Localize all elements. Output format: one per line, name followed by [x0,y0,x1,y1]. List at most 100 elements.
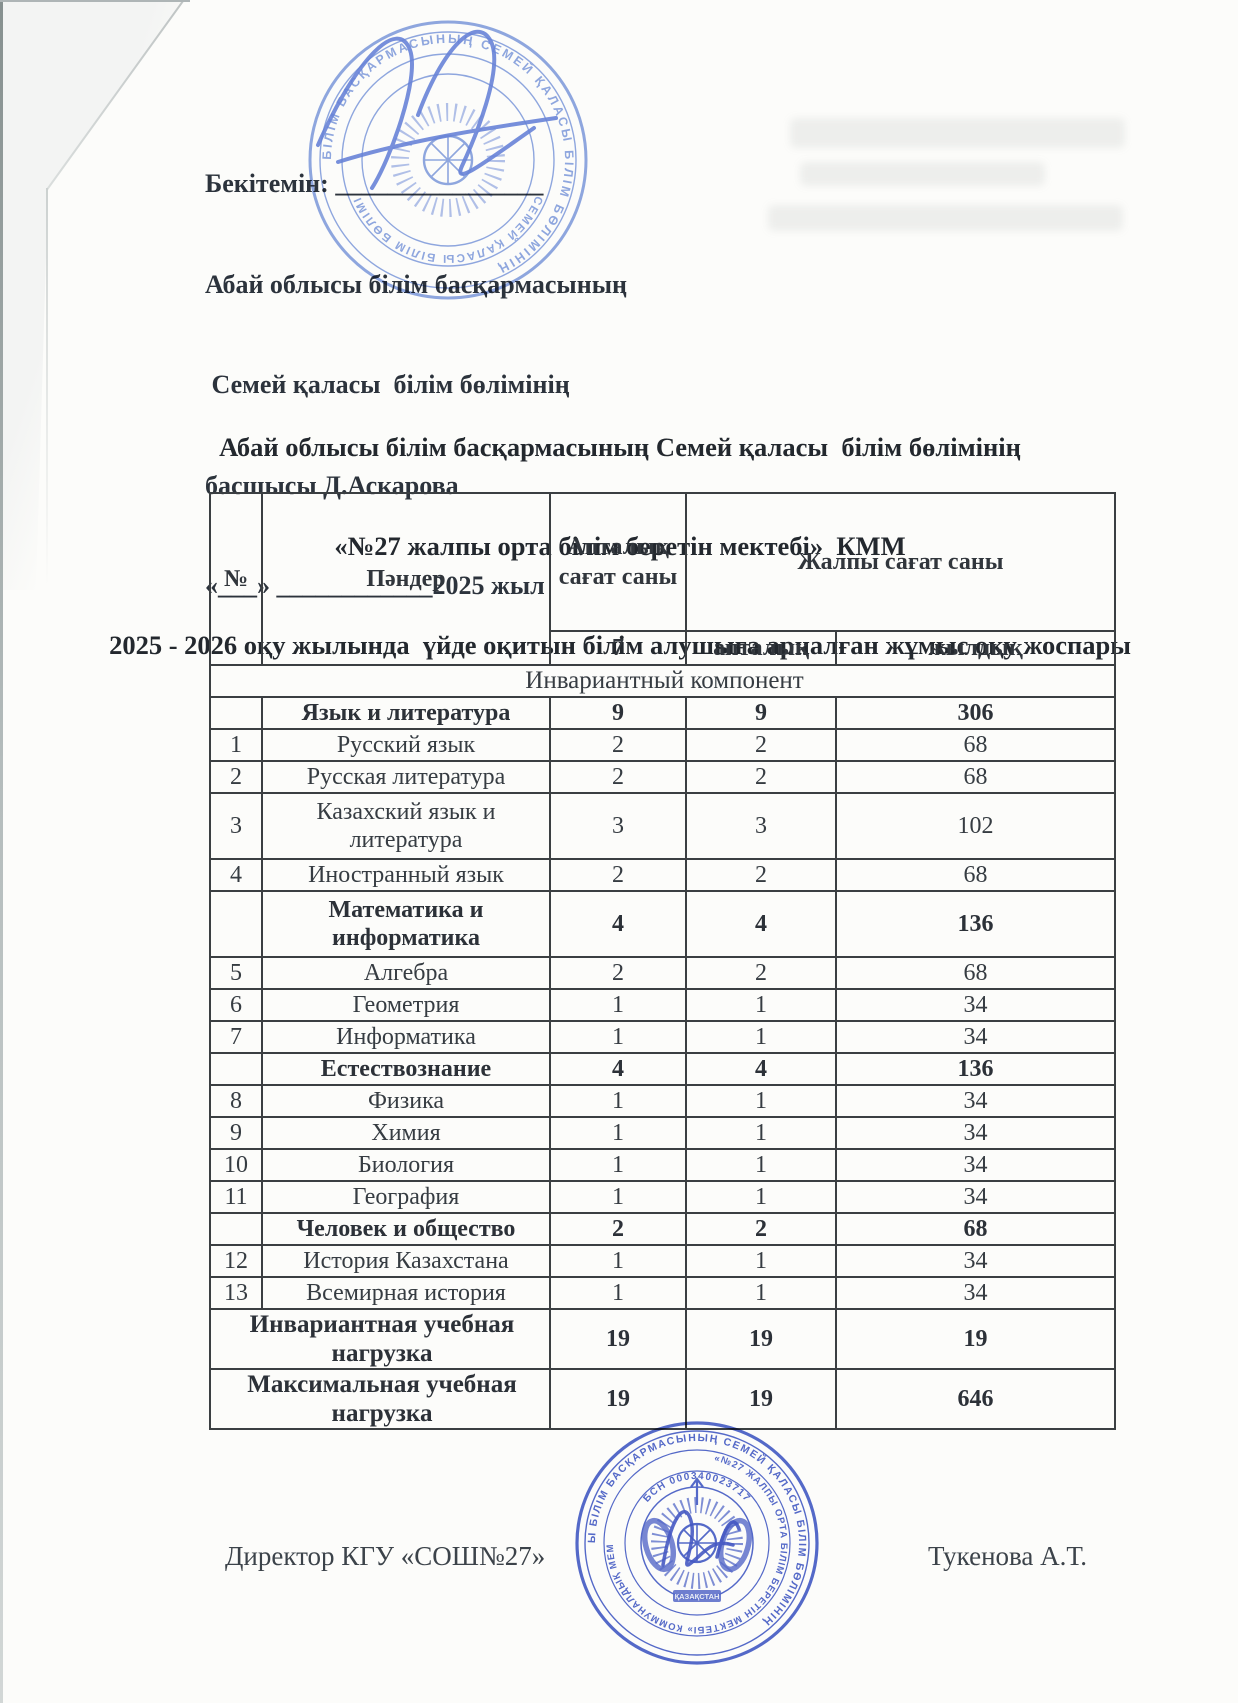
cell-subject: Русская литература [261,760,551,794]
total-label: Максимальная учебная нагрузка [209,1368,551,1430]
cell-hours-weekly: 2 [685,760,837,794]
approval-line: Семей қаласы білім бөлімінің [205,370,570,399]
cell-subject: География [261,1180,551,1214]
cell-hours-yearly: 34 [835,988,1116,1022]
cell-hours-yearly: 34 [835,1276,1116,1310]
cell-hours-grade7: 19 [549,1368,687,1430]
cell-no: 7 [209,1020,263,1054]
cell-subject: Химия [261,1116,551,1150]
cell-subject: Русский язык [261,728,551,762]
cell-subject: Биология [261,1148,551,1182]
scan-edge [0,0,190,2]
subject-row: 6 Геометрия 1 1 34 [209,988,1116,1022]
subject-row: 8 Физика 1 1 34 [209,1084,1116,1118]
cell-no: 10 [209,1148,263,1182]
cell-subject: История Казахстана [261,1244,551,1278]
cell-subject: Геометрия [261,988,551,1022]
cell-hours-weekly: 19 [685,1368,837,1430]
cell-hours-weekly: 1 [685,1116,837,1150]
bleed-through-artifact [800,162,1045,186]
cell-hours-weekly: 2 [685,728,837,762]
cell-no [209,696,263,730]
col-header-total: Жалпы сағат саны [685,492,1116,632]
section-title: Инвариантный компонент [209,664,1116,698]
cell-no: 9 [209,1116,263,1150]
subcol-header-yearly: жылдық [835,630,1116,666]
total-label: Инвариантная учебная нагрузка [209,1308,551,1370]
cell-no: 6 [209,988,263,1022]
cell-hours-yearly: 19 [835,1308,1116,1370]
curriculum-table: № Пәндер Апталық сағат саны Жалпы сағат … [209,492,1116,1430]
stamp-ring-text: АБАЙ ОБЛЫСЫ БІЛІМ БАСҚАРМАСЫНЫҢ СЕМЕЙ ҚА… [298,10,574,277]
cell-hours-yearly: 68 [835,760,1116,794]
cell-hours-grade7: 2 [549,760,687,794]
cell-subject: Информатика [261,1020,551,1054]
cell-hours-weekly: 1 [685,1148,837,1182]
cell-no: 13 [209,1276,263,1310]
subject-row: 7 Информатика 1 1 34 [209,1020,1116,1054]
cell-hours-grade7: 1 [549,1116,687,1150]
subcol-header-grade7: 7 [549,630,687,666]
cell-hours-grade7: 1 [549,1180,687,1214]
subject-row: Естествознание 4 4 136 [209,1052,1116,1086]
cell-hours-yearly: 306 [835,696,1116,730]
cell-subject: Казахский язык и литература [261,792,551,860]
signature-bottom [661,1509,741,1567]
cell-hours-yearly: 68 [835,858,1116,892]
cell-no: 11 [209,1180,263,1214]
cell-no [209,1052,263,1086]
cell-hours-yearly: 136 [835,1052,1116,1086]
cell-subject: Математика и информатика [261,890,551,958]
svg-text:АБАЙ ОБЛЫСЫ БІЛІМ БАСҚАРМАСЫНЫ: АБАЙ ОБЛЫСЫ БІЛІМ БАСҚАРМАСЫНЫҢ СЕМЕЙ ҚА… [298,10,576,277]
approval-line: Бекітемін: ________________ [205,169,544,198]
cell-hours-grade7: 19 [549,1308,687,1370]
director-name: Тукенова А.Т. [928,1541,1087,1571]
cell-subject: Естествознание [261,1052,551,1086]
cell-hours-grade7: 1 [549,1244,687,1278]
cell-hours-yearly: 34 [835,1148,1116,1182]
director-label: Директор КГУ «СОШ№27» [225,1541,546,1571]
cell-hours-grade7: 2 [549,728,687,762]
col-header-no: № [209,492,263,666]
subject-row: 3 Казахский язык и литература 3 3 102 [209,792,1116,860]
scan-edge [0,0,3,1703]
cell-hours-weekly: 2 [685,956,837,990]
cell-hours-yearly: 34 [835,1180,1116,1214]
cell-hours-weekly: 1 [685,1244,837,1278]
cell-subject: Язык и литература [261,696,551,730]
cell-hours-weekly: 2 [685,858,837,892]
cell-hours-weekly: 1 [685,1020,837,1054]
cell-hours-grade7: 3 [549,792,687,860]
subject-row: 13 Всемирная история 1 1 34 [209,1276,1116,1310]
stamp-emblem-rays [391,103,505,217]
subject-row: 1 Русский язык 2 2 68 [209,728,1116,762]
cell-hours-weekly: 1 [685,988,837,1022]
subject-row: 2 Русская литература 2 2 68 [209,760,1116,794]
cell-no: 4 [209,858,263,892]
table-subheader-row: 7 апталық жылдық [210,630,1116,666]
cell-subject: Иностранный язык [261,858,551,892]
cell-no: 1 [209,728,263,762]
cell-hours-weekly: 4 [685,890,837,958]
cell-hours-yearly: 68 [835,1212,1116,1246]
cell-no: 12 [209,1244,263,1278]
cell-hours-weekly: 19 [685,1308,837,1370]
subject-row: 4 Иностранный язык 2 2 68 [209,858,1116,892]
cell-hours-grade7: 1 [549,1084,687,1118]
cell-subject: Физика [261,1084,551,1118]
cell-hours-weekly: 4 [685,1052,837,1086]
round-stamp-bottom: АБАЙ ОБЛЫСЫ БІЛІМ БАСҚАРМАСЫНЫҢ СЕМЕЙ ҚА… [567,1413,819,1665]
bleed-through-artifact [768,205,1123,231]
cell-hours-grade7: 2 [549,956,687,990]
cell-hours-weekly: 1 [685,1180,837,1214]
cell-hours-weekly: 2 [685,1212,837,1246]
cell-subject: Всемирная история [261,1276,551,1310]
cell-hours-grade7: 1 [549,1020,687,1054]
table-body: Инвариантный компонент Язык и литература… [209,664,1116,1430]
cell-hours-grade7: 4 [549,1052,687,1086]
cell-hours-yearly: 646 [835,1368,1116,1430]
subcol-header-weekly: апталық [685,630,837,666]
cell-hours-grade7: 2 [549,1212,687,1246]
stamp-banner-text: ҚАЗАҚСТАН [675,1592,720,1601]
cell-no: 8 [209,1084,263,1118]
